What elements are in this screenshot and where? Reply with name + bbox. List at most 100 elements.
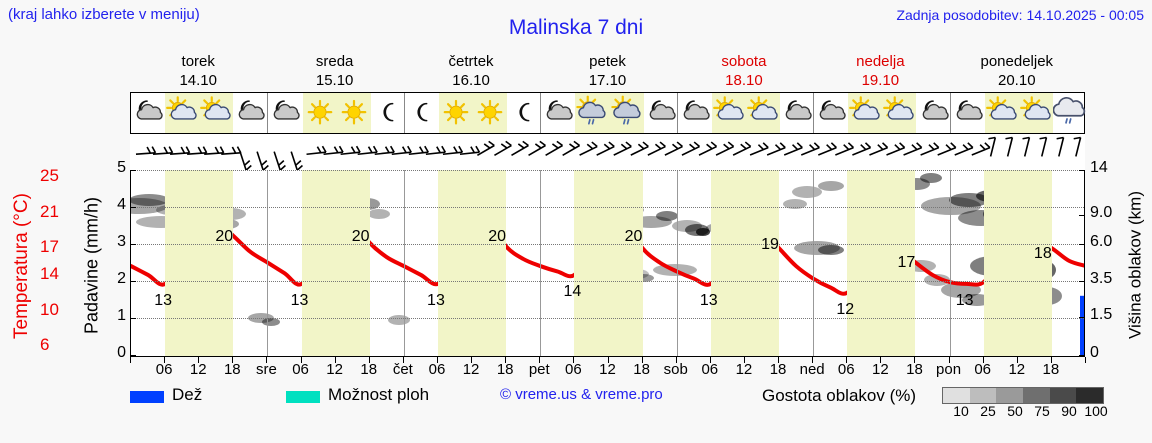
sun-icon [307,99,332,125]
x-axis-tick [164,357,166,363]
axis-tick [1079,317,1085,319]
wind-barb [187,146,208,155]
wind-barb [937,142,957,156]
x-axis-label: 12 [462,361,480,378]
wind-barb [1039,136,1048,157]
day-separator [403,170,405,356]
wind-barb [664,141,683,156]
x-axis-tick [743,357,745,363]
weather-icon-slot [268,95,302,131]
cloud-density-tick-label: 10 [953,403,969,419]
day-separator [949,170,951,356]
x-axis-tick [1050,357,1052,363]
weather-icon-slot [439,95,473,131]
icon-day-cell [540,93,676,133]
weather-icon-slot [233,95,267,131]
x-axis-tick [334,357,336,363]
x-axis-tick [675,357,677,363]
wind-barb [545,140,564,156]
weather-icon-slot [405,95,439,131]
x-axis-label: 12 [872,361,889,378]
cloud-blob [131,194,169,206]
x-axis-label: 18 [906,361,923,378]
axis-tick [130,355,136,356]
weather-icon-slot [541,95,575,131]
cloud-blob [696,228,710,236]
weather-icon-slot [985,95,1019,131]
x-axis-tick [778,357,780,363]
weather-icon-slot [371,95,405,131]
cloud-blob [388,315,410,325]
temperature-max-label: 20 [215,227,234,245]
weather-icon-slot [473,95,507,131]
x-axis-tick [709,357,711,363]
day-date: 20.10 [998,72,1036,89]
temperature-min-label: 12 [836,300,855,318]
cloud-blob [792,186,822,198]
last-update-text: Zadnja posodobitev: 14.10.2025 - 00:05 [896,7,1144,23]
weather-icon-slot [848,95,882,131]
cloud-blob [131,198,168,214]
copyright-link[interactable]: © vreme.us & vreme.pro [500,386,663,403]
cloud-height-tick-label: 3.5 [1090,270,1113,287]
precipitation-tick-label: 2 [117,270,126,287]
gridline [131,318,1084,319]
wind-barb [835,142,855,156]
temperature-axis-label: Temperatura (°C) [11,193,32,339]
wind-barb [800,142,820,156]
x-axis-label: ned [799,361,825,378]
wind-barb [886,142,906,156]
gridline [131,281,1084,282]
wind-barb [204,146,225,155]
x-axis-tick [880,357,882,363]
cloud-height-tick-label: 6.0 [1090,233,1113,250]
wind-barb [1022,136,1031,157]
x-axis-label: 12 [189,361,207,378]
wind-barb [408,145,429,156]
cloud-blob [924,274,950,286]
wind-barb [920,142,940,156]
cloud-blob [818,245,844,255]
wind-barb [170,146,191,155]
wind-barb [221,146,242,155]
x-axis-label: sob [663,361,688,378]
weather-icon-band [130,92,1086,134]
x-axis-label: 06 [565,361,582,378]
day-header-sobota: sobota 18.10 [676,52,812,90]
wind-barb-band [130,134,1085,170]
x-axis-label: 06 [974,361,992,378]
x-axis-label: 18 [633,361,650,378]
wind-barb [323,145,344,156]
sun-icon [443,99,469,125]
weather-icon-slot [199,95,233,131]
daylight-band [437,170,507,356]
showers-legend-swatch [286,391,320,403]
moon-cloud-icon [136,100,163,120]
cloud-density-step [996,388,1024,403]
temperature-tick-label: 17 [40,237,59,257]
wind-barb [256,151,269,170]
weather-icon-slot [882,95,916,131]
day-header-torek: torek 14.10 [130,52,266,90]
cloud-blob [656,211,678,221]
precipitation-axis-label: Padavine (mm/h) [81,196,102,335]
wind-barb [374,145,395,156]
x-axis-label: sre [256,361,277,378]
moon-icon [519,102,530,122]
wind-barb [1056,136,1065,157]
x-axis-tick [914,357,916,363]
cloud-blob [920,173,942,183]
icon-day-cell [676,93,813,133]
weather-icon-slot [951,95,985,131]
temperature-min-label: 14 [563,282,582,300]
wind-barb [391,145,412,156]
precipitation-tick-label: 5 [117,159,126,176]
weather-icon-slot [610,95,644,131]
wind-barb [903,142,923,156]
precipitation-tick-label: 0 [117,344,126,361]
icon-day-cell [813,93,949,133]
weather-icon-slot [303,95,337,131]
day-name: sreda [315,53,354,70]
temperature-axis-title: Temperatura (°C) [6,170,38,360]
temperature-tick-label: 6 [40,335,50,355]
